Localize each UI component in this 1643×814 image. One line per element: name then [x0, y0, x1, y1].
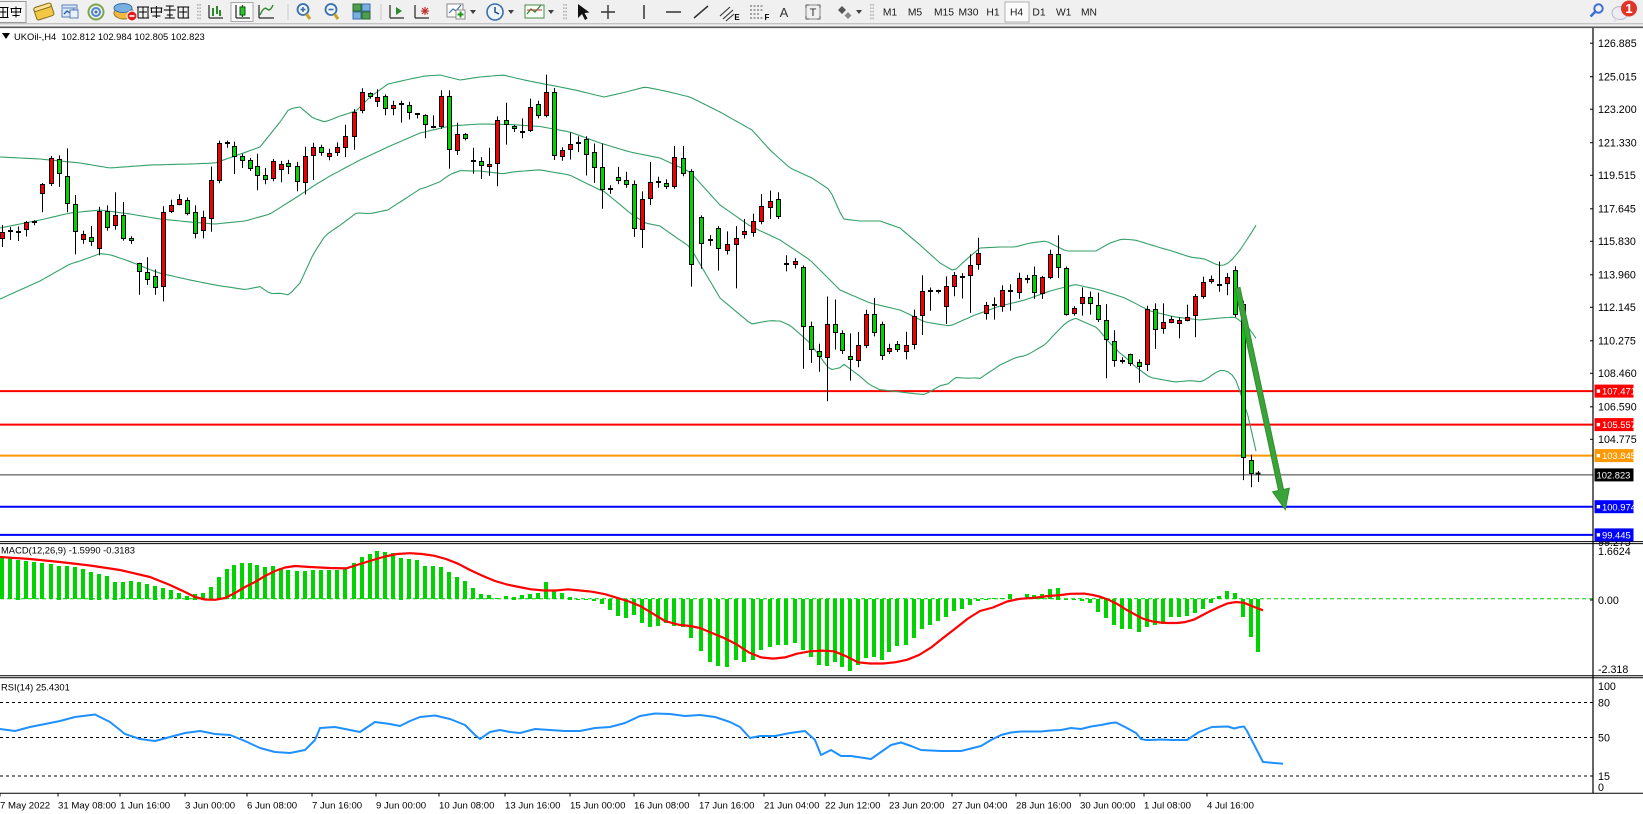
- svg-text:7 Jun 16:00: 7 Jun 16:00: [312, 801, 362, 812]
- svg-text:23 Jun 20:00: 23 Jun 20:00: [889, 801, 944, 812]
- svg-text:30 Jun 00:00: 30 Jun 00:00: [1080, 801, 1135, 812]
- svg-text:M5: M5: [908, 8, 923, 19]
- svg-text:112.145: 112.145: [1598, 302, 1636, 314]
- svg-text:1 Jun 16:00: 1 Jun 16:00: [120, 801, 170, 812]
- svg-text:50: 50: [1598, 732, 1610, 744]
- svg-text:113.960: 113.960: [1598, 270, 1636, 282]
- svg-text:W1: W1: [1056, 8, 1072, 19]
- svg-text:21 Jun 04:00: 21 Jun 04:00: [764, 801, 819, 812]
- svg-text:MACD(12,26,9) -1.5990 -0.3183: MACD(12,26,9) -1.5990 -0.3183: [1, 544, 135, 555]
- svg-text:7 May 2022: 7 May 2022: [0, 801, 50, 812]
- svg-text:121.330: 121.330: [1598, 138, 1637, 150]
- svg-text:H1: H1: [986, 8, 999, 19]
- svg-text:0: 0: [1598, 782, 1604, 794]
- svg-text:115.830: 115.830: [1598, 236, 1636, 248]
- svg-text:E: E: [734, 13, 740, 22]
- svg-text:1: 1: [1625, 1, 1632, 16]
- svg-text:M30: M30: [958, 8, 978, 19]
- svg-text:M1: M1: [883, 8, 898, 19]
- svg-text:6 Jun 08:00: 6 Jun 08:00: [247, 801, 297, 812]
- svg-text:MN: MN: [1081, 8, 1097, 19]
- svg-text:17 Jun 16:00: 17 Jun 16:00: [699, 801, 754, 812]
- svg-text:107.471: 107.471: [1602, 386, 1636, 397]
- svg-text:28 Jun 16:00: 28 Jun 16:00: [1016, 801, 1071, 812]
- svg-text:A: A: [780, 5, 789, 20]
- svg-text:F: F: [765, 13, 770, 22]
- svg-text:H4: H4: [1010, 8, 1023, 19]
- svg-text:T: T: [810, 7, 817, 19]
- svg-text:106.590: 106.590: [1598, 402, 1637, 414]
- svg-text:123.200: 123.200: [1598, 104, 1637, 116]
- svg-text:105.557: 105.557: [1602, 419, 1636, 430]
- svg-text:9 Jun 00:00: 9 Jun 00:00: [376, 801, 426, 812]
- svg-text:31 May 08:00: 31 May 08:00: [58, 801, 116, 812]
- svg-text:0.00: 0.00: [1598, 595, 1619, 607]
- svg-text:100: 100: [1598, 681, 1616, 693]
- svg-text:4 Jul 16:00: 4 Jul 16:00: [1207, 801, 1254, 812]
- svg-text:1 Jul 08:00: 1 Jul 08:00: [1144, 801, 1191, 812]
- svg-text:125.015: 125.015: [1598, 72, 1637, 84]
- svg-text:27 Jun 04:00: 27 Jun 04:00: [952, 801, 1007, 812]
- svg-text:-2.318: -2.318: [1598, 664, 1628, 676]
- svg-text:119.515: 119.515: [1598, 170, 1636, 182]
- svg-text:102.823: 102.823: [1597, 470, 1631, 481]
- svg-text:99.445: 99.445: [1602, 530, 1631, 541]
- svg-text:80: 80: [1598, 697, 1610, 709]
- svg-text:M15: M15: [934, 8, 954, 19]
- svg-text:1.6624: 1.6624: [1598, 546, 1631, 558]
- svg-text:100.974: 100.974: [1602, 501, 1636, 512]
- svg-text:15: 15: [1598, 771, 1610, 783]
- svg-text:110.275: 110.275: [1598, 336, 1636, 348]
- svg-text:16 Jun 08:00: 16 Jun 08:00: [634, 801, 689, 812]
- svg-text:UKOil-,H4 102.812 102.984 102: UKOil-,H4 102.812 102.984 102.805 102.82…: [14, 31, 205, 42]
- svg-text:D1: D1: [1032, 8, 1045, 19]
- svg-text:3 Jun 00:00: 3 Jun 00:00: [185, 801, 235, 812]
- svg-text:108.460: 108.460: [1598, 368, 1637, 380]
- svg-text:15 Jun 00:00: 15 Jun 00:00: [570, 801, 625, 812]
- svg-text:117.645: 117.645: [1598, 204, 1636, 216]
- svg-text:RSI(14) 25.4301: RSI(14) 25.4301: [1, 681, 70, 692]
- svg-text:104.775: 104.775: [1598, 434, 1637, 446]
- svg-text:22 Jun 12:00: 22 Jun 12:00: [825, 801, 880, 812]
- svg-text:103.845: 103.845: [1602, 450, 1636, 461]
- svg-text:126.885: 126.885: [1598, 38, 1637, 50]
- svg-text:10 Jun 08:00: 10 Jun 08:00: [439, 801, 494, 812]
- svg-text:13 Jun 16:00: 13 Jun 16:00: [505, 801, 560, 812]
